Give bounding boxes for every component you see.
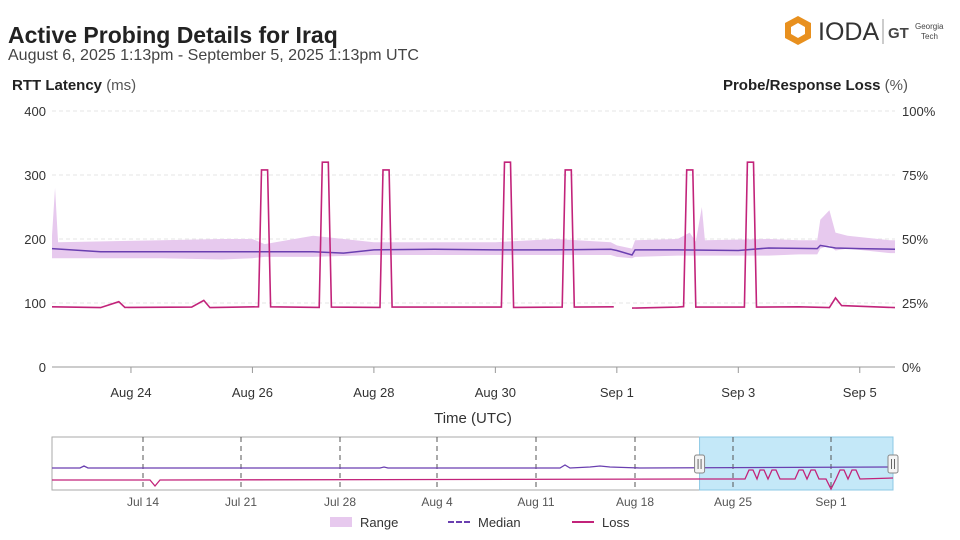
navigator-tick-label: Aug 18 bbox=[616, 495, 654, 509]
y-tick-right: 50% bbox=[902, 232, 928, 247]
svg-text:GT: GT bbox=[888, 25, 909, 42]
navigator-tick-label: Jul 14 bbox=[127, 495, 159, 509]
logo-text: IODA bbox=[818, 18, 879, 46]
range-area bbox=[52, 187, 895, 260]
svg-text:Georgia: Georgia bbox=[915, 22, 944, 31]
navigator-median-line bbox=[52, 464, 894, 469]
x-tick-label: Aug 26 bbox=[232, 385, 273, 400]
legend-label: Range bbox=[360, 515, 398, 530]
legend-item-loss[interactable]: Loss bbox=[572, 515, 630, 530]
x-axis-title: Time (UTC) bbox=[434, 410, 512, 427]
legend-swatch bbox=[330, 517, 352, 527]
y-tick-left: 0 bbox=[39, 360, 46, 375]
x-tick-label: Sep 5 bbox=[843, 385, 877, 400]
y-tick-left: 400 bbox=[24, 104, 46, 119]
navigator-right-handle[interactable] bbox=[887, 454, 899, 474]
page-title: Active Probing Details for Iraq bbox=[8, 22, 338, 48]
x-tick-label: Sep 1 bbox=[600, 385, 634, 400]
date-range: August 6, 2025 1:13pm - September 5, 202… bbox=[8, 47, 419, 64]
y-tick-right: 100% bbox=[902, 104, 936, 119]
navigator-selection[interactable] bbox=[699, 436, 894, 491]
navigator-tick-label: Jul 28 bbox=[324, 495, 356, 509]
navigator-tick-label: Aug 4 bbox=[421, 495, 453, 509]
y-tick-right: 25% bbox=[902, 296, 928, 311]
right-axis-title: Probe/Response Loss (%) bbox=[722, 77, 908, 94]
navigator-tick-label: Jul 21 bbox=[225, 495, 257, 509]
x-tick-label: Sep 3 bbox=[721, 385, 755, 400]
navigator-left-handle[interactable] bbox=[694, 454, 706, 474]
x-tick-label: Aug 28 bbox=[353, 385, 394, 400]
navigator-tick-label: Aug 25 bbox=[714, 495, 752, 509]
left-axis-title: RTT Latency (ms) bbox=[12, 77, 137, 94]
navigator-loss-line bbox=[52, 469, 894, 491]
y-tick-right: 0% bbox=[902, 360, 921, 375]
median-line bbox=[51, 244, 896, 256]
legend-label: Loss bbox=[602, 515, 630, 530]
y-tick-left: 100 bbox=[24, 296, 46, 311]
navigator-tick-label: Aug 11 bbox=[517, 495, 554, 509]
y-tick-right: 75% bbox=[902, 168, 928, 183]
legend-label: Median bbox=[478, 515, 521, 530]
legend-item-range[interactable]: Range bbox=[330, 515, 398, 530]
navigator[interactable] bbox=[51, 436, 894, 491]
y-tick-left: 200 bbox=[24, 232, 46, 247]
x-tick-label: Aug 30 bbox=[475, 385, 516, 400]
legend-item-median[interactable]: Median bbox=[448, 515, 521, 530]
ioda-logo[interactable]: IODA GT Georgia Tech bbox=[782, 14, 952, 53]
y-tick-left: 300 bbox=[24, 168, 46, 183]
loss-line bbox=[51, 161, 896, 309]
navigator-tick-label: Sep 1 bbox=[815, 495, 847, 509]
svg-text:Tech: Tech bbox=[921, 32, 938, 41]
x-tick-label: Aug 24 bbox=[110, 385, 151, 400]
